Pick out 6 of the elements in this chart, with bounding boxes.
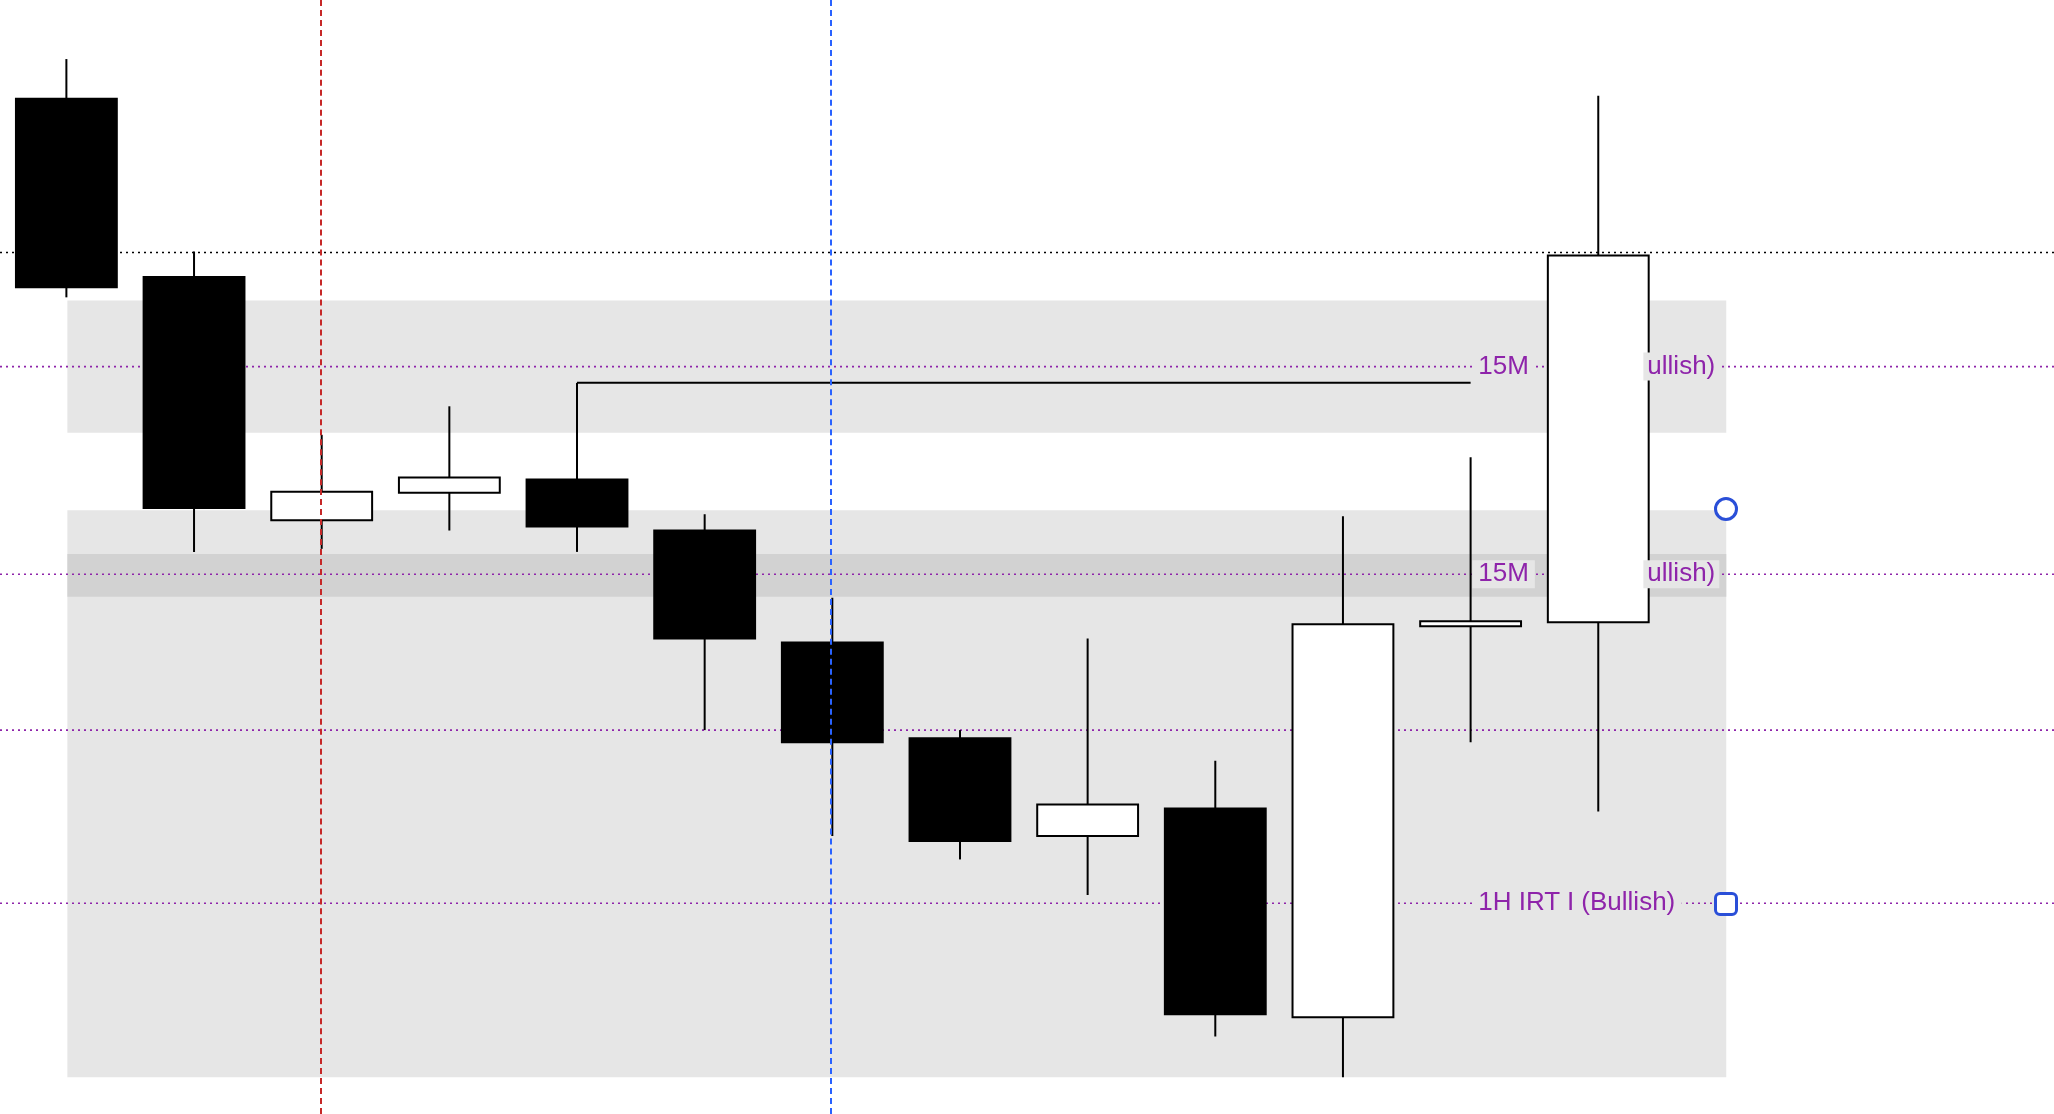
ref-line-label: 1H IRT I (Bullish) [1478,886,1676,917]
candlestick [1036,637,1140,897]
annotation: ullish) [1647,349,1716,380]
ref-line-label: 15M [1478,349,1529,380]
annotation: ullish) [1647,557,1716,588]
ref-line-label: 15M [1478,557,1529,588]
